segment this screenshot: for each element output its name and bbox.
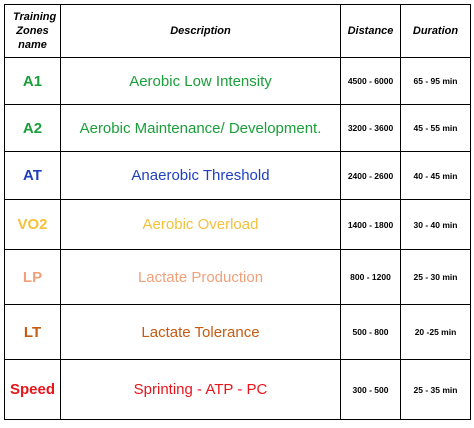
distance-cell: 2400 - 2600 [340,151,401,200]
description-cell: Sprinting - ATP - PC [60,359,341,420]
duration-cell: 25 - 30 min [400,249,471,305]
distance-cell: 800 - 1200 [340,249,401,305]
duration-cell: 65 - 95 min [400,57,471,105]
description-cell: Aerobic Low Intensity [60,57,341,105]
description-cell: Lactate Production [60,249,341,305]
duration-cell: 30 - 40 min [400,199,471,250]
description-cell: Anaerobic Threshold [60,151,341,200]
header-row: Training Zones name Description Distance Du… [4,4,471,58]
zone-cell: AT [4,151,61,200]
duration-cell: 25 - 35 min [400,359,471,420]
header-cell: Description [60,4,341,58]
table-row: LT Lactate Tolerance 500 - 800 20 -25 min [4,304,471,360]
distance-cell: 3200 - 3600 [340,104,401,152]
table-row: Speed Sprinting - ATP - PC 300 - 500 25 - 3… [4,359,471,420]
distance-cell: 300 - 500 [340,359,401,420]
table-row: A2 Aerobic Maintenance/ Development. 3200 … [4,104,471,152]
description-cell: Aerobic Overload [60,199,341,250]
training-zones-table: Training Zones name Description Distance Du… [4,4,471,420]
header-cell: Training Zones name [4,4,61,58]
table-body: A1 Aerobic Low Intensity 4500 - 6000 65 - 9… [4,57,471,420]
zone-cell: LP [4,249,61,305]
distance-cell: 1400 - 1800 [340,199,401,250]
description-cell: Aerobic Maintenance/ Development. [60,104,341,152]
table-row: AT Anaerobic Threshold 2400 - 2600 40 - 45 … [4,151,471,200]
table-header: Training Zones name Description Distance Du… [4,4,471,58]
zone-cell: Speed [4,359,61,420]
header-cell: Duration [400,4,471,58]
zone-cell: A2 [4,104,61,152]
header-cell: Distance [340,4,401,58]
duration-cell: 45 - 55 min [400,104,471,152]
zone-cell: A1 [4,57,61,105]
table-row: VO2 Aerobic Overload 1400 - 1800 30 - 40 mi… [4,199,471,250]
description-cell: Lactate Tolerance [60,304,341,360]
duration-cell: 20 -25 min [400,304,471,360]
table-row: LP Lactate Production 800 - 1200 25 - 30 mi… [4,249,471,305]
table-row: A1 Aerobic Low Intensity 4500 - 6000 65 - 9… [4,57,471,105]
duration-cell: 40 - 45 min [400,151,471,200]
distance-cell: 500 - 800 [340,304,401,360]
zone-cell: VO2 [4,199,61,250]
zone-cell: LT [4,304,61,360]
distance-cell: 4500 - 6000 [340,57,401,105]
